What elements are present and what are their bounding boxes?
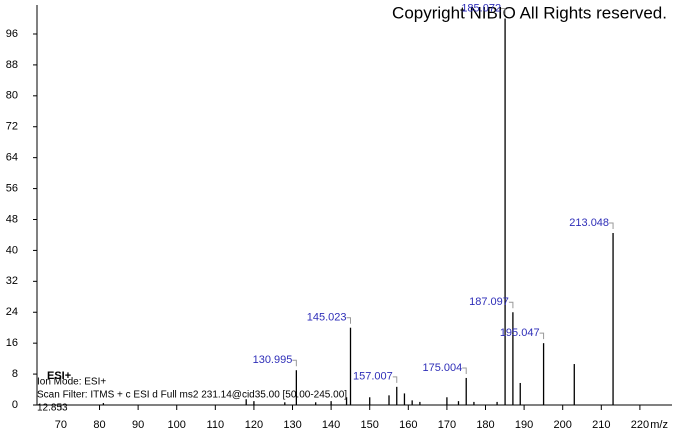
x-tick-label: 80 (93, 419, 105, 431)
chart-title: Copyright NIBIO All Rights reserved. (392, 3, 667, 22)
y-tick-label: 80 (6, 90, 18, 102)
x-tick-label: 100 (168, 419, 186, 431)
x-tick-label: 170 (438, 419, 456, 431)
x-tick-label: 70 (55, 419, 67, 431)
x-tick-label: 140 (322, 419, 340, 431)
y-tick-label: 40 (6, 244, 18, 256)
label-bracket (508, 301, 514, 309)
peak-label: 145.023 (307, 312, 347, 324)
y-tick-label: 64 (6, 152, 18, 164)
y-tick-label: 48 (6, 213, 18, 225)
peak-label: 187.097 (469, 296, 509, 308)
x-tick-label: 90 (132, 419, 144, 431)
x-tick-label: 180 (476, 419, 494, 431)
peak-label: 185.072 (461, 2, 501, 14)
y-tick-label: 24 (6, 306, 18, 318)
x-tick-label: 130 (283, 419, 301, 431)
x-tick-label: 190 (515, 419, 533, 431)
label-bracket (609, 222, 614, 230)
x-tick-label: 150 (361, 419, 379, 431)
label-bracket (392, 376, 398, 383)
peak-label: 213.048 (569, 217, 609, 229)
annotation: 12.853 (37, 403, 68, 414)
y-tick-label: 16 (6, 337, 18, 349)
label-bracket (539, 332, 545, 340)
y-tick-label: 72 (6, 121, 18, 133)
x-tick-label: 110 (207, 419, 225, 431)
peak-label: 175.004 (422, 362, 462, 374)
annotation: ESI+ (47, 370, 71, 382)
annotation: Scan Filter: ITMS + c ESI d Full ms2 231… (37, 390, 347, 401)
y-tick-label: 56 (6, 182, 18, 194)
label-bracket (462, 367, 467, 374)
label-bracket (346, 317, 352, 324)
x-tick-label: 200 (554, 419, 572, 431)
y-tick-label: 96 (6, 28, 18, 40)
y-tick-label: 32 (6, 275, 18, 287)
peak-label: 157.007 (353, 371, 393, 383)
x-tick-label: 220 (631, 419, 649, 431)
peak-label: 195.047 (500, 327, 540, 339)
label-bracket (292, 359, 297, 367)
annotation: Ion Mode: ESI+ (37, 377, 106, 388)
x-tick-label: 120 (245, 419, 263, 431)
y-tick-label: 0 (12, 399, 18, 411)
y-tick-label: 8 (12, 368, 18, 380)
peak-label: 130.995 (253, 354, 293, 366)
x-tick-label: 210 (592, 419, 610, 431)
y-tick-label: 88 (6, 59, 18, 71)
label-bracket (501, 8, 506, 15)
x-axis-label: m/z (650, 419, 668, 431)
x-tick-label: 160 (399, 419, 417, 431)
